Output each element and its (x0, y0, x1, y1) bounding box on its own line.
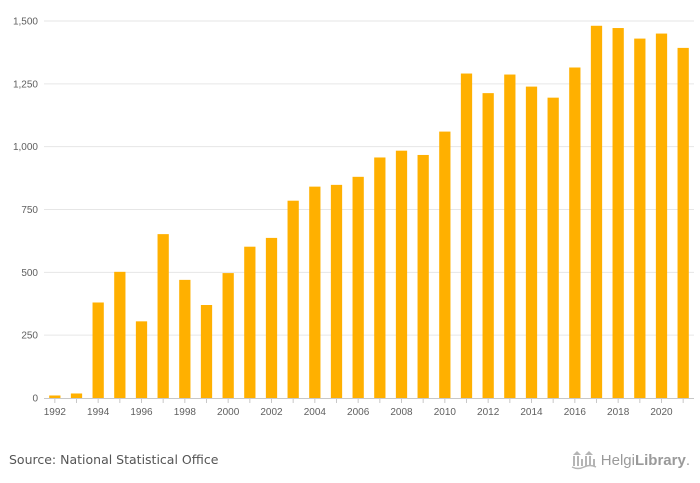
bar-2015[interactable] (547, 97, 559, 398)
bar-2000[interactable] (222, 273, 234, 398)
bar-2011[interactable] (460, 73, 473, 399)
bar-2007[interactable] (374, 157, 386, 398)
x-tick-label: 1996 (130, 407, 153, 418)
x-tick-label: 2020 (650, 407, 673, 418)
x-tick-label: 2016 (564, 407, 587, 418)
bars (49, 25, 689, 399)
bar-2001[interactable] (244, 246, 256, 398)
bar-2018[interactable] (612, 28, 624, 399)
bar-2016[interactable] (569, 67, 581, 398)
x-tick-label: 1998 (174, 407, 197, 418)
x-tick-label: 2012 (477, 407, 500, 418)
bar-2008[interactable] (395, 150, 408, 398)
y-tick-label: 0 (32, 394, 38, 405)
y-tick-label: 500 (21, 268, 38, 279)
bar-2020[interactable] (655, 33, 668, 399)
x-tick-label: 2000 (217, 407, 240, 418)
chart-area: 0 250 500 750 1,000 1,250 1,500 1992 1994 1996 19… (13, 17, 694, 418)
bar-2004[interactable] (309, 186, 321, 398)
x-tick-label: 2006 (347, 407, 370, 418)
x-tick-label: 2014 (520, 407, 543, 418)
y-tick-label: 1,500 (13, 17, 38, 28)
library-building-icon (571, 451, 597, 470)
bar-1999[interactable] (200, 305, 213, 398)
source-note: Source: National Statistical Office (9, 452, 219, 467)
x-tick-label: 2010 (434, 407, 457, 418)
bar-1998[interactable] (179, 279, 191, 398)
x-tick-label: 2008 (390, 407, 413, 418)
x-tick-label: 2018 (607, 407, 630, 418)
bar-1997[interactable] (157, 234, 169, 398)
x-tick-label: 1992 (44, 407, 67, 418)
x-tick-label: 2002 (260, 407, 283, 418)
bar-2005[interactable] (330, 184, 343, 398)
bar-1996[interactable] (135, 321, 148, 398)
x-tick-label: 1994 (87, 407, 110, 418)
x-axis: 1992 1994 1996 1998 2000 2002 2004 2006 2008 2010… (44, 398, 694, 418)
bar-2002[interactable] (265, 237, 278, 398)
bar-2021[interactable] (677, 47, 689, 398)
bar-2010[interactable] (439, 131, 451, 398)
bar-2013[interactable] (504, 74, 516, 398)
brand-name: HelgiLibrary. (601, 452, 690, 469)
gridlines (44, 20, 694, 336)
brand-name-part-1: Helgi (600, 451, 635, 469)
brand-name-part-2: Library (634, 451, 686, 469)
bar-1993[interactable] (70, 393, 83, 398)
y-tick-label: 1,250 (13, 79, 38, 90)
bar-2009[interactable] (417, 154, 429, 398)
y-tick-label: 750 (21, 205, 38, 216)
bar-2019[interactable] (634, 38, 646, 399)
bar-2017[interactable] (590, 25, 603, 399)
y-axis: 0 250 500 750 1,000 1,250 1,500 (13, 17, 38, 405)
bar-2014[interactable] (525, 86, 538, 399)
x-tick-label: 2004 (304, 407, 327, 418)
bar-1992[interactable] (49, 395, 61, 398)
bar-1995[interactable] (114, 271, 126, 398)
bar-2003[interactable] (287, 200, 299, 398)
brand-dot: . (685, 451, 690, 469)
y-tick-label: 1,000 (13, 142, 38, 153)
bar-2006[interactable] (352, 176, 364, 398)
bar-2012[interactable] (482, 93, 494, 399)
brand-logo[interactable]: HelgiLibrary. (571, 449, 690, 471)
bar-1994[interactable] (92, 302, 104, 398)
y-tick-label: 250 (21, 331, 38, 342)
